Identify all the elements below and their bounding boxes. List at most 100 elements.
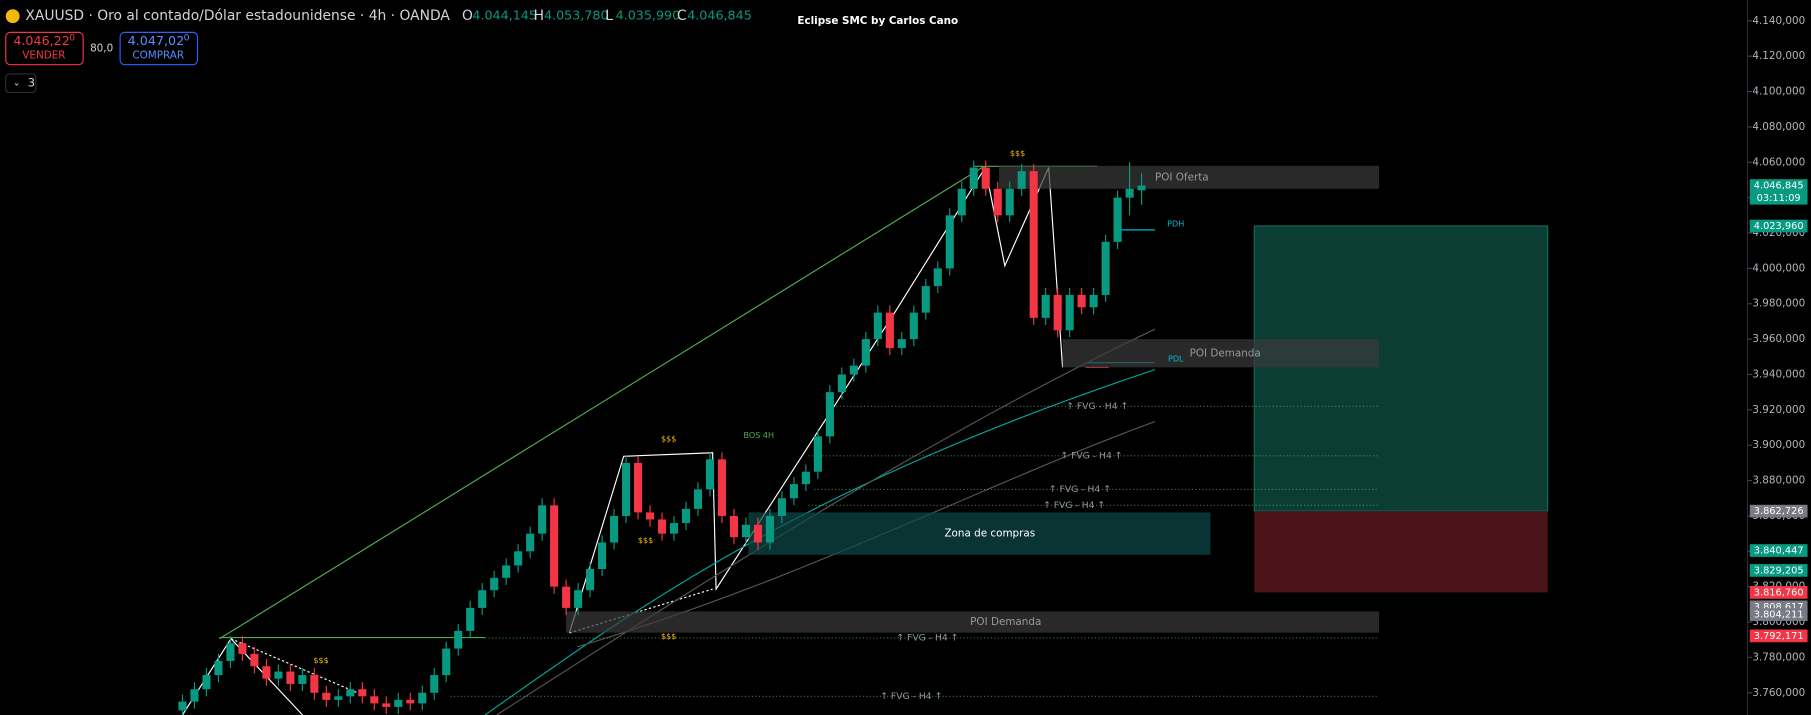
candle-body [1089, 294, 1098, 308]
candle-body [693, 489, 703, 509]
candle-body [586, 568, 595, 591]
candle-body [765, 515, 774, 543]
candle-body [238, 643, 247, 654]
candle-body [801, 471, 810, 485]
candle-body [490, 577, 499, 591]
candle-body [478, 590, 487, 608]
candle-body [777, 498, 786, 516]
y-tick-label: 3.980,000 [1752, 298, 1805, 310]
y-tick-label: 4.060,000 [1752, 156, 1805, 168]
candle-body [741, 524, 750, 538]
candle-body [945, 215, 954, 269]
sell-sup: 0 [69, 33, 75, 44]
symbol-title: XAUUSD · Oro al contado/Dólar estadounid… [25, 8, 450, 24]
candle-body [729, 515, 739, 538]
candle-body [981, 167, 990, 189]
price-label: 3.792,171 [1754, 631, 1804, 642]
candle-body [538, 505, 547, 534]
ohlc-value: 4.035,990 [616, 8, 681, 23]
candle-body [358, 689, 367, 697]
candle-body [634, 462, 643, 513]
price-label: 4.046,845 [1754, 181, 1804, 192]
candle-body [550, 505, 559, 587]
candle-body [274, 671, 283, 679]
y-tick-label: 3.760,000 [1752, 687, 1805, 699]
candle-body [921, 286, 930, 313]
annotation: PDH [1167, 219, 1184, 229]
zone [999, 165, 1380, 189]
candle-body [681, 508, 691, 524]
price-label-bg [1749, 629, 1808, 643]
trend-line [219, 165, 985, 640]
zone-label: Zona de compras [944, 528, 1035, 540]
price-label-bg [1749, 608, 1808, 621]
candle-body [214, 660, 223, 676]
y-tick-label: 3.940,000 [1752, 368, 1805, 380]
ohlc-value: 4.053,780 [544, 8, 609, 23]
zone-label: POI Demanda [970, 616, 1041, 628]
buy-sup: 0 [184, 33, 190, 44]
candle-body [370, 696, 379, 704]
price-label-bg [1749, 179, 1808, 205]
price-label: 4.023,960 [1754, 221, 1804, 232]
candle-body [334, 696, 343, 700]
ohlc-key: O [462, 8, 473, 24]
price-label: 3.840,447 [1754, 546, 1804, 557]
candle-body [574, 590, 583, 608]
candle-body [753, 524, 762, 543]
ohlc-key: C [677, 8, 687, 24]
candle-body [202, 675, 211, 690]
zone [565, 611, 1380, 633]
buy-price: 4.047,02 [128, 33, 185, 48]
candle-body [622, 462, 631, 516]
sell-button[interactable] [5, 31, 84, 66]
y-tick-label: 3.880,000 [1752, 475, 1805, 487]
annotation: $$$ [313, 655, 328, 665]
candle-body [250, 653, 259, 667]
candle-body [382, 703, 391, 707]
fvg-label: ↑ FVG - H4 ↑ [896, 632, 958, 643]
plot: 4.140,000 4.120,000 4.100,000 4.080,000 4.06… [178, 15, 1808, 715]
symbol-icon [5, 9, 20, 24]
candle-body [969, 167, 978, 189]
loss-area [1254, 511, 1548, 593]
fvg-label: ↑ FVG - H4 ↑ [1060, 450, 1122, 461]
ohlc-key: H [534, 8, 544, 24]
candle-body [442, 648, 451, 676]
annotation: $$$ [638, 535, 653, 545]
annotation: BOS 4H [743, 430, 774, 440]
candle-body [1077, 294, 1086, 308]
y-tick-label: 3.960,000 [1752, 333, 1805, 345]
y-tick-label: 3.920,000 [1752, 404, 1805, 416]
candle-body [957, 188, 966, 216]
candle-body [394, 699, 403, 707]
candle-body [1125, 188, 1134, 198]
indicators-toggle[interactable] [5, 73, 37, 94]
countdown: 03:11:09 [1757, 193, 1801, 204]
candle-body [1029, 171, 1038, 318]
y-tick-label: 4.120,000 [1752, 50, 1805, 62]
price-label: 3.804,211 [1754, 610, 1804, 621]
candle-body [454, 630, 463, 649]
candle-body [502, 565, 511, 578]
ohlc-key: L [605, 8, 613, 24]
candle-body [418, 692, 427, 704]
candle-body [849, 365, 858, 375]
sell-label: VENDER [22, 49, 65, 61]
candle-body [825, 392, 834, 437]
candle-body [873, 312, 882, 340]
fvg-label: ↑ FVG - H4 ↑ [1043, 500, 1105, 511]
price-label-bg [1749, 544, 1808, 557]
candle-body [562, 586, 571, 608]
candle-body [178, 701, 187, 711]
price-label: 3.829,205 [1754, 565, 1804, 576]
candle-body [346, 689, 355, 697]
candle-body [598, 542, 607, 569]
ohlc-value: 4.044,145 [472, 8, 537, 23]
buy-button[interactable] [119, 31, 199, 66]
candle-body [526, 533, 535, 552]
candle-body [717, 459, 727, 516]
y-tick-label: 4.140,000 [1752, 15, 1805, 27]
